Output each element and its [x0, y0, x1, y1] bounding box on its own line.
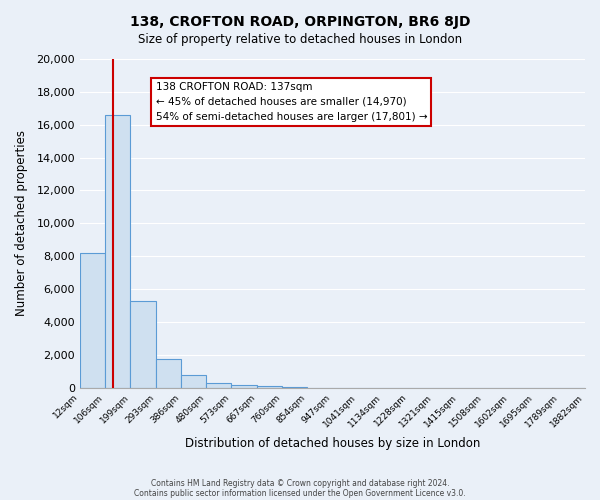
Text: 138, CROFTON ROAD, ORPINGTON, BR6 8JD: 138, CROFTON ROAD, ORPINGTON, BR6 8JD: [130, 15, 470, 29]
Text: 138 CROFTON ROAD: 137sqm
← 45% of detached houses are smaller (14,970)
54% of se: 138 CROFTON ROAD: 137sqm ← 45% of detach…: [155, 82, 427, 122]
Bar: [80, 253, 105, 388]
Bar: [282, 386, 307, 388]
Bar: [232, 384, 257, 388]
Bar: [181, 374, 206, 388]
Bar: [155, 359, 181, 388]
Bar: [105, 115, 130, 388]
Y-axis label: Number of detached properties: Number of detached properties: [15, 130, 28, 316]
Text: Contains HM Land Registry data © Crown copyright and database right 2024.: Contains HM Land Registry data © Crown c…: [151, 478, 449, 488]
X-axis label: Distribution of detached houses by size in London: Distribution of detached houses by size …: [185, 437, 480, 450]
Bar: [257, 386, 282, 388]
Bar: [206, 382, 232, 388]
Text: Size of property relative to detached houses in London: Size of property relative to detached ho…: [138, 32, 462, 46]
Bar: [130, 300, 155, 388]
Text: Contains public sector information licensed under the Open Government Licence v3: Contains public sector information licen…: [134, 488, 466, 498]
